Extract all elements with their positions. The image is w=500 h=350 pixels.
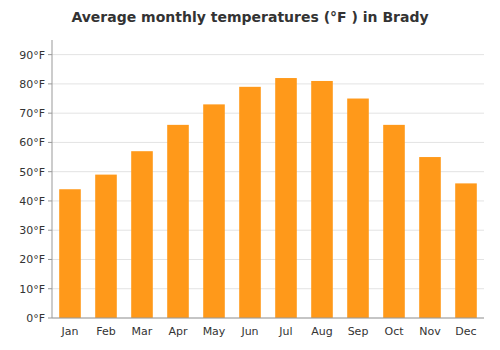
x-tick-label: Mar <box>132 325 153 338</box>
x-tick-label: May <box>203 325 226 338</box>
y-axis-line <box>52 40 53 318</box>
bar <box>95 175 117 318</box>
y-tick <box>48 142 52 143</box>
bar <box>419 157 441 318</box>
x-tick-label: Aug <box>311 325 332 338</box>
y-tick <box>48 54 52 55</box>
bar <box>347 99 369 318</box>
bar <box>311 81 333 318</box>
bar <box>131 151 153 318</box>
grid-line <box>52 318 484 319</box>
x-tick-label: Dec <box>455 325 476 338</box>
x-tick-label: Feb <box>96 325 115 338</box>
bar <box>383 125 405 318</box>
y-tick-label: 0°F <box>26 312 45 325</box>
x-tick-label: Oct <box>384 325 404 338</box>
x-tick-label: Apr <box>168 325 188 338</box>
x-tick-label: Nov <box>419 325 441 338</box>
bar <box>203 104 225 318</box>
bar <box>455 183 477 318</box>
x-tick-label: Jan <box>61 325 79 338</box>
y-tick-label: 80°F <box>19 78 45 91</box>
grid-line <box>52 142 484 143</box>
y-tick-label: 60°F <box>19 136 45 149</box>
y-tick-label: 20°F <box>19 253 45 266</box>
grid-line <box>52 54 484 55</box>
y-tick <box>48 288 52 289</box>
bars <box>59 78 477 318</box>
bar <box>275 78 297 318</box>
grid-line <box>52 83 484 84</box>
bar <box>59 189 81 318</box>
y-tick-label: 70°F <box>19 107 45 120</box>
y-tick <box>48 318 52 319</box>
bar <box>239 87 261 318</box>
y-tick <box>48 200 52 201</box>
y-tick <box>48 230 52 231</box>
y-tick <box>48 171 52 172</box>
x-tick-label: Jul <box>278 325 292 338</box>
y-tick-label: 30°F <box>19 224 45 237</box>
y-tick-label: 10°F <box>19 283 45 296</box>
x-axis-line <box>52 318 484 319</box>
x-tick-label: Jun <box>240 325 258 338</box>
y-tick <box>48 83 52 84</box>
y-tick-label: 90°F <box>19 49 45 62</box>
y-tick-label: 40°F <box>19 195 45 208</box>
x-tick-label: Sep <box>348 325 369 338</box>
chart: Average monthly temperatures (°F ) in Br… <box>0 0 500 350</box>
title: Average monthly temperatures (°F ) in Br… <box>71 9 428 25</box>
y-tick-label: 50°F <box>19 166 45 179</box>
bar <box>167 125 189 318</box>
y-tick <box>48 259 52 260</box>
grid-line <box>52 113 484 114</box>
y-tick <box>48 113 52 114</box>
